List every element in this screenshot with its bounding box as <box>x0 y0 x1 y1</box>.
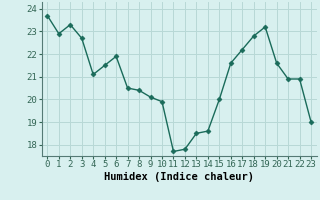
X-axis label: Humidex (Indice chaleur): Humidex (Indice chaleur) <box>104 172 254 182</box>
